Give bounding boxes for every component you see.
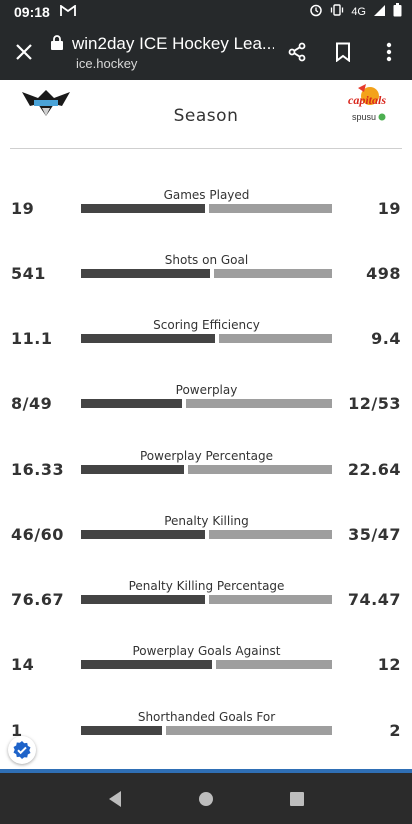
stat-comparison-bar bbox=[81, 465, 332, 474]
stat-comparison-bar bbox=[81, 660, 332, 669]
stat-bar-away bbox=[213, 269, 332, 278]
stat-bar-away bbox=[165, 726, 332, 735]
recents-icon[interactable] bbox=[282, 784, 312, 814]
stat-row: Scoring Efficiency 11.1 9.4 bbox=[0, 318, 412, 358]
bottom-accent-bar bbox=[0, 769, 412, 773]
battery-icon bbox=[393, 3, 402, 21]
stat-home-value: 76.67 bbox=[11, 590, 65, 609]
status-bar: 09:18 4G bbox=[0, 0, 412, 24]
bookmark-icon[interactable] bbox=[320, 24, 366, 80]
stat-bar-home bbox=[81, 530, 205, 539]
stat-bar-home bbox=[81, 204, 205, 213]
stat-home-value: 11.1 bbox=[11, 329, 53, 348]
stat-away-value: 19 bbox=[377, 199, 401, 218]
share-icon[interactable] bbox=[274, 24, 320, 80]
stat-home-value: 19 bbox=[11, 199, 35, 218]
stat-bar-away bbox=[208, 204, 332, 213]
stat-row: Games Played 19 19 bbox=[0, 188, 412, 228]
stat-bar-home bbox=[81, 399, 182, 408]
stat-away-value: 35/47 bbox=[348, 525, 401, 544]
stat-comparison-bar bbox=[81, 595, 332, 604]
stat-bar-away bbox=[216, 660, 332, 669]
stat-label: Powerplay bbox=[175, 383, 238, 397]
stat-row: Shots on Goal 541 498 bbox=[0, 253, 412, 293]
stat-label: Scoring Efficiency bbox=[153, 318, 260, 332]
stat-label: Shorthanded Goals For bbox=[137, 710, 276, 724]
stat-home-value: 1 bbox=[11, 721, 23, 740]
black-wings-logo[interactable] bbox=[20, 86, 72, 122]
stat-row: Powerplay Goals Against 14 12 bbox=[0, 644, 412, 684]
stat-bar-home bbox=[81, 269, 210, 278]
divider bbox=[10, 148, 402, 149]
page-title: win2day ICE Hockey Lea... bbox=[72, 33, 274, 53]
stat-row: Powerplay Percentage 16.33 22.64 bbox=[0, 449, 412, 489]
status-icons: 4G bbox=[309, 3, 402, 21]
stat-bar-home bbox=[81, 595, 205, 604]
stat-label: Shots on Goal bbox=[164, 253, 249, 267]
stat-home-value: 16.33 bbox=[11, 460, 65, 479]
stat-bar-away bbox=[208, 530, 332, 539]
stat-row: Shorthanded Goals For 1 2 bbox=[0, 710, 412, 750]
stat-away-value: 22.64 bbox=[347, 460, 401, 479]
spusu-logo-text: spusu bbox=[352, 112, 376, 122]
stat-comparison-bar bbox=[81, 530, 332, 539]
stat-row: Powerplay 8/49 12/53 bbox=[0, 383, 412, 423]
stat-label: Powerplay Percentage bbox=[139, 449, 273, 463]
stat-row: Penalty Killing Percentage 76.67 74.47 bbox=[0, 579, 412, 619]
system-nav-bar bbox=[0, 773, 412, 824]
stat-label: Powerplay Goals Against bbox=[132, 644, 281, 658]
season-title: Season bbox=[173, 106, 239, 126]
stat-label: Penalty Killing Percentage bbox=[128, 579, 285, 593]
network-type: 4G bbox=[351, 6, 366, 18]
stat-home-value: 8/49 bbox=[11, 394, 53, 413]
stat-bar-away bbox=[185, 399, 332, 408]
stat-home-value: 541 bbox=[11, 264, 46, 283]
stat-bar-home bbox=[81, 334, 215, 343]
stat-label: Games Played bbox=[163, 188, 250, 202]
gmail-icon bbox=[59, 3, 76, 20]
back-icon[interactable] bbox=[100, 784, 130, 814]
signal-icon bbox=[373, 4, 386, 21]
capitals-logo-text: capitals bbox=[348, 93, 386, 107]
stat-bar-home bbox=[81, 726, 162, 735]
stat-away-value: 498 bbox=[366, 264, 401, 283]
page-domain: ice.hockey bbox=[76, 55, 138, 71]
stat-away-value: 12/53 bbox=[348, 394, 401, 413]
stat-label: Penalty Killing bbox=[164, 514, 249, 528]
verified-check-icon[interactable] bbox=[8, 736, 36, 764]
vienna-capitals-logo[interactable]: capitals spusu bbox=[340, 82, 394, 126]
stat-comparison-bar bbox=[81, 204, 332, 213]
stat-comparison-bar bbox=[81, 334, 332, 343]
close-icon[interactable] bbox=[0, 24, 48, 80]
stat-bar-away bbox=[218, 334, 332, 343]
home-icon[interactable] bbox=[191, 784, 221, 814]
stat-away-value: 2 bbox=[389, 721, 401, 740]
browser-toolbar: win2day ICE Hockey Lea... ice.hockey bbox=[0, 24, 412, 80]
stat-away-value: 12 bbox=[377, 655, 401, 674]
status-time: 09:18 bbox=[14, 4, 50, 20]
stat-comparison-bar bbox=[81, 726, 332, 735]
stat-bar-home bbox=[81, 660, 213, 669]
alarm-icon bbox=[309, 3, 323, 21]
stat-bar-away bbox=[188, 465, 332, 474]
more-icon[interactable] bbox=[366, 24, 412, 80]
stat-row: Penalty Killing 46/60 35/47 bbox=[0, 514, 412, 554]
stat-comparison-bar bbox=[81, 399, 332, 408]
stat-away-value: 9.4 bbox=[371, 329, 401, 348]
stat-home-value: 14 bbox=[11, 655, 35, 674]
stat-bar-home bbox=[81, 465, 185, 474]
stat-home-value: 46/60 bbox=[11, 525, 64, 544]
lock-icon bbox=[50, 34, 64, 54]
stat-bar-away bbox=[208, 595, 332, 604]
stat-away-value: 74.47 bbox=[347, 590, 401, 609]
url-box[interactable]: win2day ICE Hockey Lea... ice.hockey bbox=[48, 34, 274, 71]
stat-comparison-bar bbox=[81, 269, 332, 278]
vibrate-icon bbox=[330, 3, 344, 21]
